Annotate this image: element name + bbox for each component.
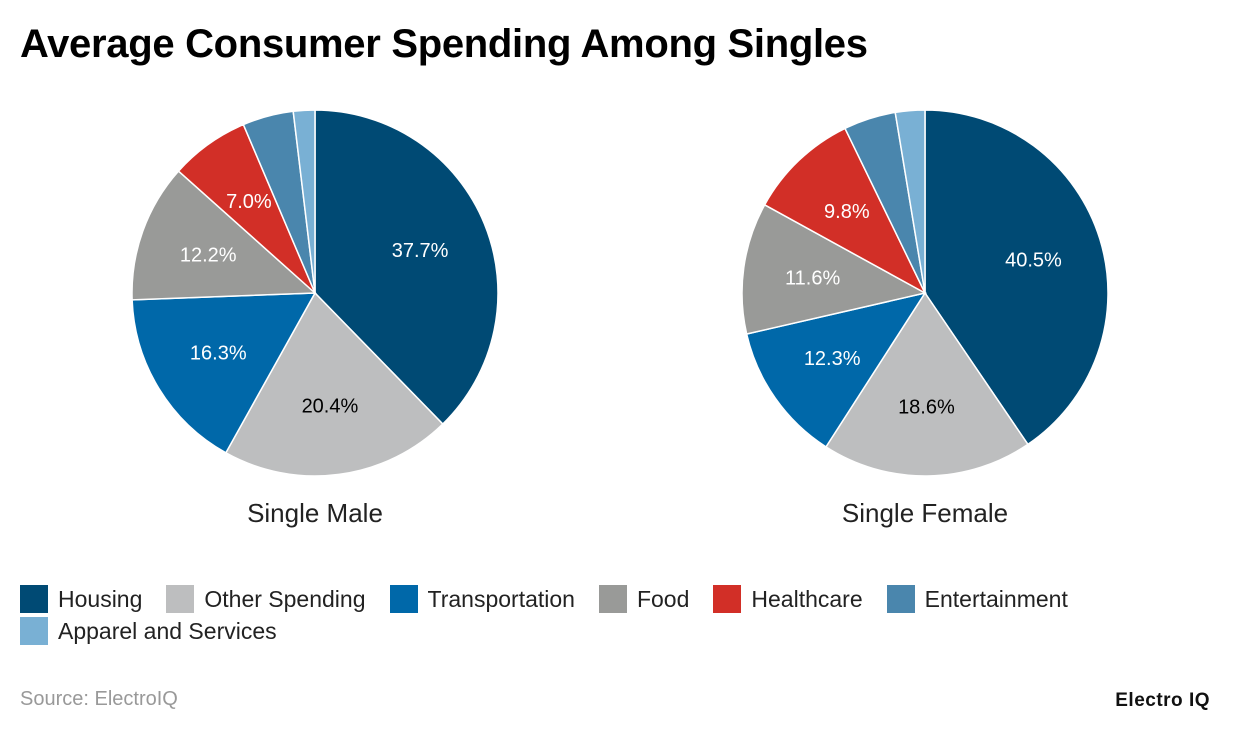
slice-housing — [314, 109, 499, 426]
pie-title: Single Male — [247, 498, 383, 528]
slice-housing — [924, 109, 1109, 446]
slice-label: 37.7% — [392, 240, 449, 262]
slice-label: 7.0% — [226, 191, 272, 213]
legend-label: Housing — [58, 585, 143, 612]
slice-label: 9.8% — [824, 201, 870, 223]
slice-label: 20.4% — [302, 395, 359, 417]
legend-swatch — [713, 585, 742, 613]
brand-logo: Electro IQ — [1115, 690, 1210, 711]
legend-item: Transportation — [389, 585, 575, 613]
slice-label: 40.5% — [1005, 250, 1062, 272]
slice-transportation — [131, 292, 317, 454]
slice-food — [741, 203, 928, 335]
slice-healthcare — [763, 127, 927, 295]
legend-label: Apparel and Services — [58, 617, 277, 644]
slice-label: 12.3% — [804, 348, 861, 370]
pie-charts: 37.7% 20.4% 16.3% 12.2% 7.0% Single Male 40.5%… — [131, 109, 1109, 528]
slice-food — [131, 170, 317, 301]
legend-item: Entertainment — [886, 585, 1068, 613]
slice-apparel-and-services — [292, 109, 316, 294]
slice-label: 12.2% — [180, 245, 237, 267]
legend-label: Healthcare — [751, 585, 863, 612]
slice-other-spending — [824, 291, 1029, 477]
slice-label: 18.6% — [898, 396, 955, 418]
source-note: Source: ElectroIQ — [20, 688, 178, 710]
pie-1: 40.5% 18.6% 12.3% 11.6% 9.8% Single Female — [741, 109, 1109, 528]
slice-transportation — [745, 291, 927, 448]
legend-item: Apparel and Services — [20, 617, 277, 645]
legend-item: Food — [598, 585, 690, 613]
pie-title: Single Female — [842, 498, 1008, 528]
pie-0: 37.7% 20.4% 16.3% 12.2% 7.0% Single Male — [131, 109, 499, 528]
legend-item: Housing — [20, 585, 143, 613]
legend-item: Other Spending — [166, 585, 366, 613]
slice-apparel-and-services — [894, 109, 926, 294]
legend-label: Food — [636, 585, 690, 612]
legend-swatch — [389, 585, 418, 613]
legend-swatch — [598, 585, 627, 613]
legend-swatch — [166, 585, 195, 613]
legend-item: Healthcare — [713, 585, 863, 613]
slice-other-spending — [224, 291, 444, 477]
legend-swatch — [20, 585, 48, 613]
legend-label: Entertainment — [924, 585, 1068, 612]
legend-label: Transportation — [427, 585, 575, 612]
slice-label: 16.3% — [190, 342, 247, 364]
legend-swatch — [886, 585, 915, 613]
legend-label: Other Spending — [204, 585, 366, 612]
legend-swatch — [20, 617, 48, 645]
legend: Housing Other Spending Transportation Food H… — [20, 585, 1200, 645]
page-title: Average Consumer Spending Among Singles — [20, 22, 868, 66]
slice-label: 11.6% — [785, 267, 840, 289]
